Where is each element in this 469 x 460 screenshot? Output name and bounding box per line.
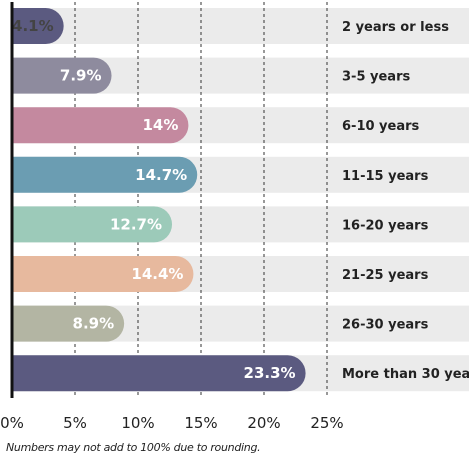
x-tick-label: 10% [121,414,154,432]
bar [12,256,194,292]
category-label: 11-15 years [342,169,429,184]
data-label: 14.7% [135,166,187,184]
data-label: 12.7% [110,215,162,233]
data-label: 7.9% [60,67,102,85]
category-label: 2 years or less [342,20,449,35]
data-label: 14% [142,116,178,134]
data-label: 4.1% [12,17,54,35]
x-tick-label: 5% [63,414,87,432]
category-label: 21-25 years [342,268,429,283]
data-label: 23.3% [244,364,296,382]
bar [12,8,64,44]
bar [12,206,173,243]
data-label: 8.9% [73,315,115,333]
category-label: More than 30 years [342,367,469,382]
bar [12,107,189,144]
bar [12,305,125,342]
data-label: 14.4% [131,265,183,283]
category-label: 6-10 years [342,119,420,134]
category-label: 3-5 years [342,70,410,85]
bar [12,355,306,392]
bar [12,57,112,94]
x-tick-label: 20% [247,414,280,432]
x-tick-label: 0% [0,414,24,432]
category-label: 16-20 years [342,218,429,233]
x-tick-label: 25% [310,414,343,432]
category-label: 26-30 years [342,318,429,333]
bar-chart: 4.1% 2 years or less 7.9% 3-5 years 14% 6-10 … [0,2,469,432]
bar [12,156,198,193]
bar-track [12,8,469,44]
footnote: Numbers may not add to 100% due to round… [6,441,261,454]
x-tick-label: 15% [184,414,217,432]
